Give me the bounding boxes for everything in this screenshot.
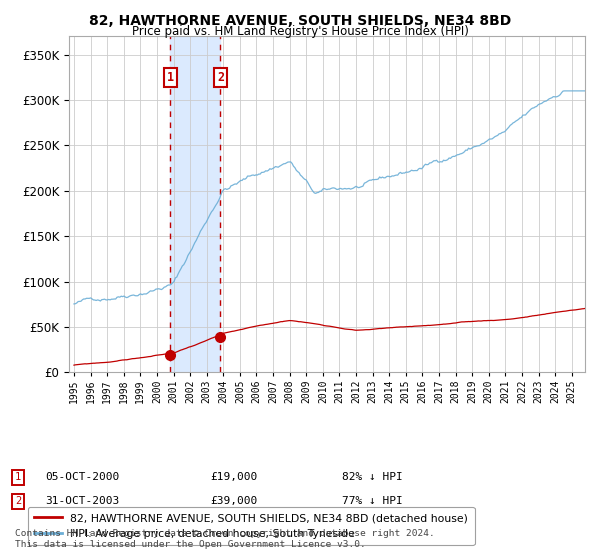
Text: 82% ↓ HPI: 82% ↓ HPI — [342, 472, 403, 482]
Text: 2: 2 — [15, 496, 21, 506]
Text: 82, HAWTHORNE AVENUE, SOUTH SHIELDS, NE34 8BD: 82, HAWTHORNE AVENUE, SOUTH SHIELDS, NE3… — [89, 14, 511, 28]
Text: £39,000: £39,000 — [210, 496, 257, 506]
Text: 31-OCT-2003: 31-OCT-2003 — [45, 496, 119, 506]
Text: 77% ↓ HPI: 77% ↓ HPI — [342, 496, 403, 506]
Legend: 82, HAWTHORNE AVENUE, SOUTH SHIELDS, NE34 8BD (detached house), HPI: Average pri: 82, HAWTHORNE AVENUE, SOUTH SHIELDS, NE3… — [28, 507, 475, 545]
Text: Contains HM Land Registry data © Crown copyright and database right 2024.
This d: Contains HM Land Registry data © Crown c… — [15, 529, 435, 549]
Bar — [170, 36, 220, 372]
Text: 2: 2 — [217, 71, 224, 84]
Text: £19,000: £19,000 — [210, 472, 257, 482]
Text: Price paid vs. HM Land Registry's House Price Index (HPI): Price paid vs. HM Land Registry's House … — [131, 25, 469, 38]
Text: 1: 1 — [15, 472, 21, 482]
Text: 1: 1 — [166, 71, 173, 84]
Text: 05-OCT-2000: 05-OCT-2000 — [45, 472, 119, 482]
